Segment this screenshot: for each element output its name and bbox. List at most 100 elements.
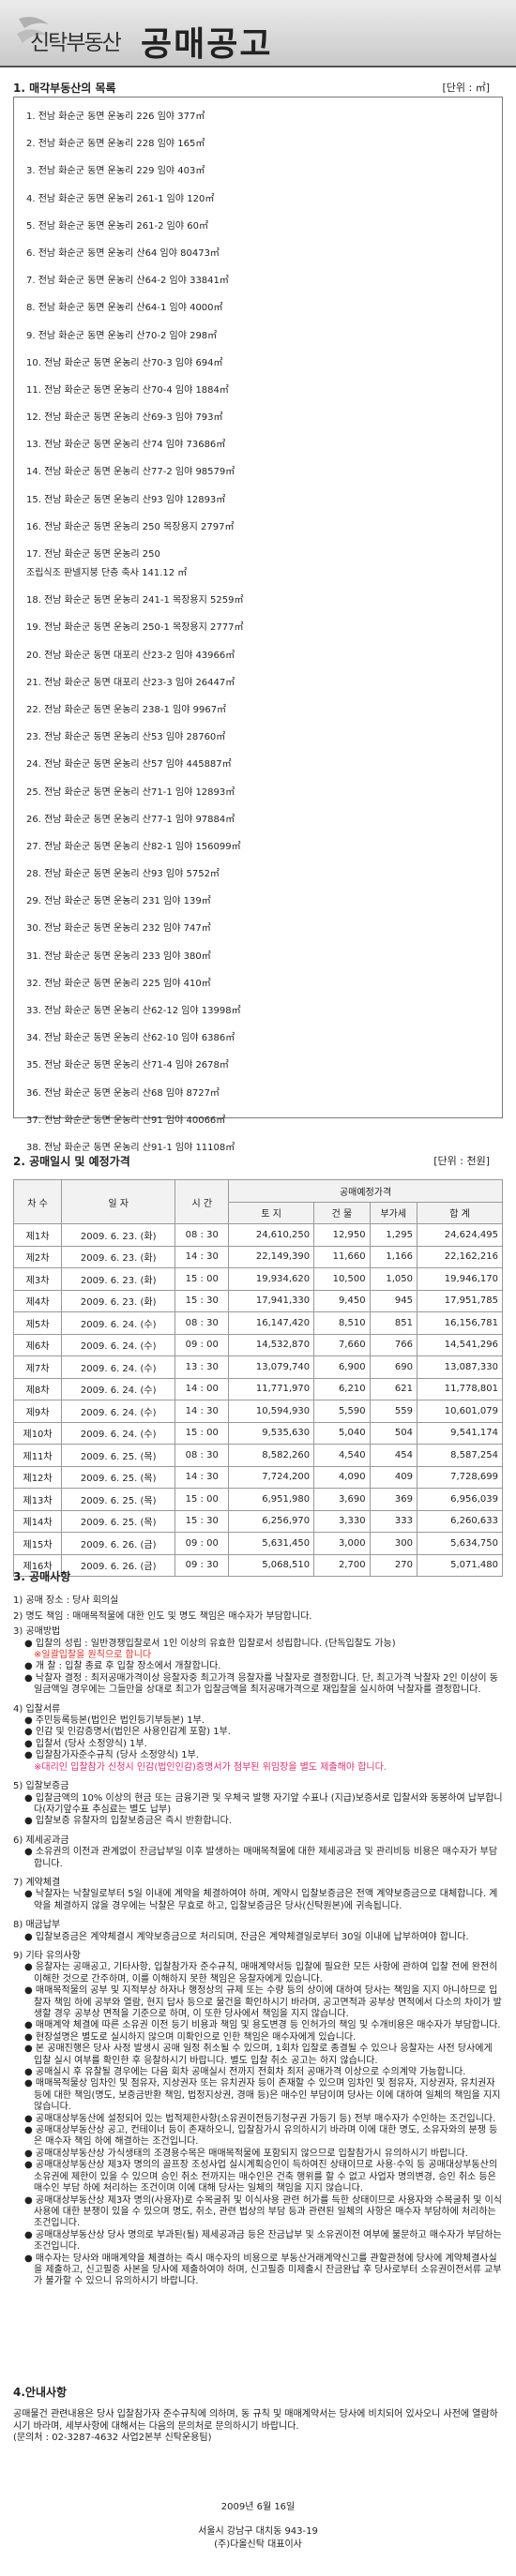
- cell-round: 제10차: [12, 1421, 63, 1445]
- s4-bullet-2: ● 인감 및 인감증명서(법인은 사용인감계 포함) 1부.: [24, 1727, 231, 1738]
- table-row: 제4차 2009. 6. 23. (화) 15 : 30 17,941,330 9,45…: [12, 1289, 503, 1312]
- cell-building: 6,210: [313, 1377, 371, 1400]
- table-row: 제8차 2009. 6. 24. (수) 14 : 00 11,771,970 6,21…: [12, 1377, 503, 1400]
- cell-round: 제14차: [12, 1509, 63, 1533]
- cell-date: 2009. 6. 23. (화): [61, 1245, 176, 1268]
- s9-bullet-10: ● 공매대상부동산상 가식생태의 조경용수목은 매매목적물에 포함되지 않으므로…: [24, 2148, 468, 2159]
- cell-vat: 559: [369, 1400, 418, 1423]
- cell-round: 제3차: [12, 1267, 63, 1291]
- list-item: 37. 전남 화순군 동면 운농리 산91 임야 40066㎡: [26, 1115, 226, 1126]
- cell-building: 6,900: [313, 1355, 371, 1379]
- cell-vat: 1,166: [369, 1245, 418, 1268]
- cell-land: 22,149,390: [228, 1245, 315, 1268]
- section3-title: 3. 공매사항: [13, 1570, 71, 1583]
- cell-time: 15 : 30: [175, 1509, 230, 1533]
- cell-time: 13 : 30: [175, 1355, 230, 1379]
- table-row: 제10차 2009. 6. 24. (수) 15 : 00 9,535,630 5,04…: [12, 1421, 503, 1445]
- cell-date: 2009. 6. 24. (수): [61, 1400, 176, 1423]
- cell-round: 제12차: [12, 1465, 63, 1489]
- s1-title: 1) 공매 장소 : 당사 회의실: [13, 1595, 119, 1607]
- cell-land: 8,582,260: [228, 1444, 315, 1467]
- list-item: 22. 전남 화순군 동면 운농리 238-1 임야 9967㎡: [26, 704, 227, 715]
- cell-vat: 504: [369, 1421, 418, 1445]
- list-item: 16. 전남 화순군 동면 운농리 250 목장용지 2797㎡: [26, 521, 235, 532]
- cell-time: 14 : 30: [175, 1245, 230, 1268]
- list-item: 14. 전남 화순군 동면 운농리 산77-2 임야 98579㎡: [26, 467, 235, 478]
- cell-round: 제16차: [12, 1553, 63, 1577]
- cell-land: 11,771,970: [228, 1377, 315, 1400]
- cell-building: 5,040: [313, 1421, 371, 1445]
- cell-land: 7,724,200: [228, 1465, 315, 1489]
- cell-time: 08 : 30: [175, 1444, 230, 1467]
- table-row: 제6차 2009. 6. 24. (수) 09 : 00 14,532,870 7,66…: [12, 1333, 503, 1356]
- footer: 2009년 6월 16일 서울시 강남구 대치동 943-19 (주)다올신탁 …: [0, 2501, 516, 2552]
- cell-total: 13,087,330: [417, 1355, 503, 1379]
- cell-date: 2009. 6. 26. (금): [61, 1553, 176, 1577]
- cell-land: 16,147,420: [228, 1311, 315, 1335]
- cell-date: 2009. 6. 25. (목): [61, 1488, 176, 1511]
- cell-vat: 454: [369, 1444, 418, 1467]
- cell-time: 08 : 30: [175, 1223, 230, 1247]
- s3-bullet-2: ● 개 찰 : 입찰 종료 후 입찰 장소에서 개찰합니다.: [24, 1661, 221, 1672]
- cell-date: 2009. 6. 25. (목): [61, 1444, 176, 1467]
- list-item: 7. 전남 화순군 동면 운농리 산64-2 임야 33841㎡: [26, 276, 229, 287]
- cell-date: 2009. 6. 24. (수): [61, 1421, 176, 1445]
- cell-vat: 851: [369, 1311, 418, 1335]
- s9-title: 9) 기타 유의사항: [13, 1950, 81, 1961]
- list-item: 33. 전남 화순군 동면 운농리 산62-12 임야 13998㎡: [26, 1006, 241, 1016]
- s9-bullet-14: ● 매수자는 당사와 매매계약을 체결하는 즉시 매수자의 비용으로 부동산거래…: [24, 2253, 502, 2287]
- header-time: 시 간: [175, 1179, 230, 1224]
- cell-total: 9,541,174: [417, 1421, 503, 1445]
- cell-time: 15 : 30: [175, 1289, 230, 1312]
- s9-bullet-3: ● 매매계약 체결에 따른 소유권 이전 등기 비용과 책임 및 용도변경 등 …: [24, 2020, 501, 2031]
- cell-date: 2009. 6. 24. (수): [61, 1355, 176, 1379]
- cell-date: 2009. 6. 23. (화): [61, 1223, 176, 1247]
- cell-land: 24,610,250: [228, 1223, 315, 1247]
- s7-title: 7) 계약체결: [13, 1877, 61, 1888]
- cell-time: 14 : 00: [175, 1377, 230, 1400]
- cell-round: 제7차: [12, 1355, 63, 1379]
- list-item: 36. 전남 화순군 동면 운농리 산68 임야 8727㎡: [26, 1087, 220, 1099]
- cell-land: 9,535,630: [228, 1421, 315, 1445]
- table-row: 제1차 2009. 6. 23. (화) 08 : 30 24,610,250 12,9…: [12, 1223, 503, 1247]
- cell-vat: 1,295: [369, 1223, 418, 1247]
- cell-round: 제13차: [12, 1488, 63, 1511]
- cell-land: 17,941,330: [228, 1289, 315, 1312]
- cell-building: 7,660: [313, 1333, 371, 1356]
- list-item: 17. 전남 화순군 동면 운농리 250: [26, 549, 160, 560]
- cell-time: 14 : 30: [175, 1400, 230, 1423]
- cell-round: 제6차: [12, 1333, 63, 1356]
- cell-land: 10,594,930: [228, 1400, 315, 1423]
- cell-building: 2,700: [313, 1553, 371, 1577]
- s3-title: 3) 공매방법: [13, 1626, 61, 1638]
- cell-time: 09 : 00: [175, 1333, 230, 1356]
- cell-building: 10,500: [313, 1267, 371, 1291]
- cell-time: 08 : 30: [175, 1311, 230, 1335]
- list-item: 27. 전남 화순군 동면 운농리 산82-1 임야 156099㎡: [26, 841, 241, 852]
- cell-land: 6,951,980: [228, 1488, 315, 1511]
- s5-title: 5) 입찰보증금: [13, 1781, 69, 1792]
- cell-date: 2009. 6. 24. (수): [61, 1377, 176, 1400]
- table-row: 제12차 2009. 6. 25. (목) 14 : 30 7,724,200 4,09…: [12, 1465, 503, 1489]
- section4-title: 4.안내사항: [13, 2386, 68, 2399]
- cell-building: 9,450: [313, 1289, 371, 1312]
- cell-land: 5,631,450: [228, 1532, 315, 1555]
- list-item: 31. 전남 화순군 동면 운농리 233 임야 380㎡: [26, 951, 211, 962]
- cell-building: 8,510: [313, 1311, 371, 1335]
- list-item: 26. 전남 화순군 동면 운농리 산77-1 임야 97884㎡: [26, 814, 235, 825]
- list-item: 9. 전남 화순군 동면 운농리 산70-2 임야 298㎡: [26, 330, 218, 341]
- s2-title: 2) 명도 책임 : 매매목적물에 대한 인도 및 명도 책임은 매수자가 부담…: [13, 1610, 312, 1622]
- header-land: 토 지: [228, 1201, 315, 1224]
- section3: 3. 공매사항 1) 공매 장소 : 당사 회의실 2) 명도 책임 : 매매목…: [13, 1571, 503, 2288]
- cell-total: 5,071,480: [417, 1553, 503, 1577]
- list-item: 21. 전남 화순군 동면 대포리 산23-3 임야 26447㎡: [26, 677, 235, 688]
- cell-vat: 300: [369, 1532, 418, 1555]
- cell-building: 11,660: [313, 1245, 371, 1268]
- s4-bullet-3: ● 입찰서 (당사 소정양식) 1부.: [24, 1738, 147, 1749]
- cell-total: 22,162,216: [417, 1245, 503, 1268]
- cell-date: 2009. 6. 23. (화): [61, 1267, 176, 1291]
- cell-round: 제5차: [12, 1311, 63, 1335]
- cell-round: 제11차: [12, 1444, 63, 1467]
- cell-round: 제4차: [12, 1289, 63, 1312]
- table-row: 제3차 2009. 6. 23. (화) 15 : 00 19,934,620 10,5…: [12, 1267, 503, 1291]
